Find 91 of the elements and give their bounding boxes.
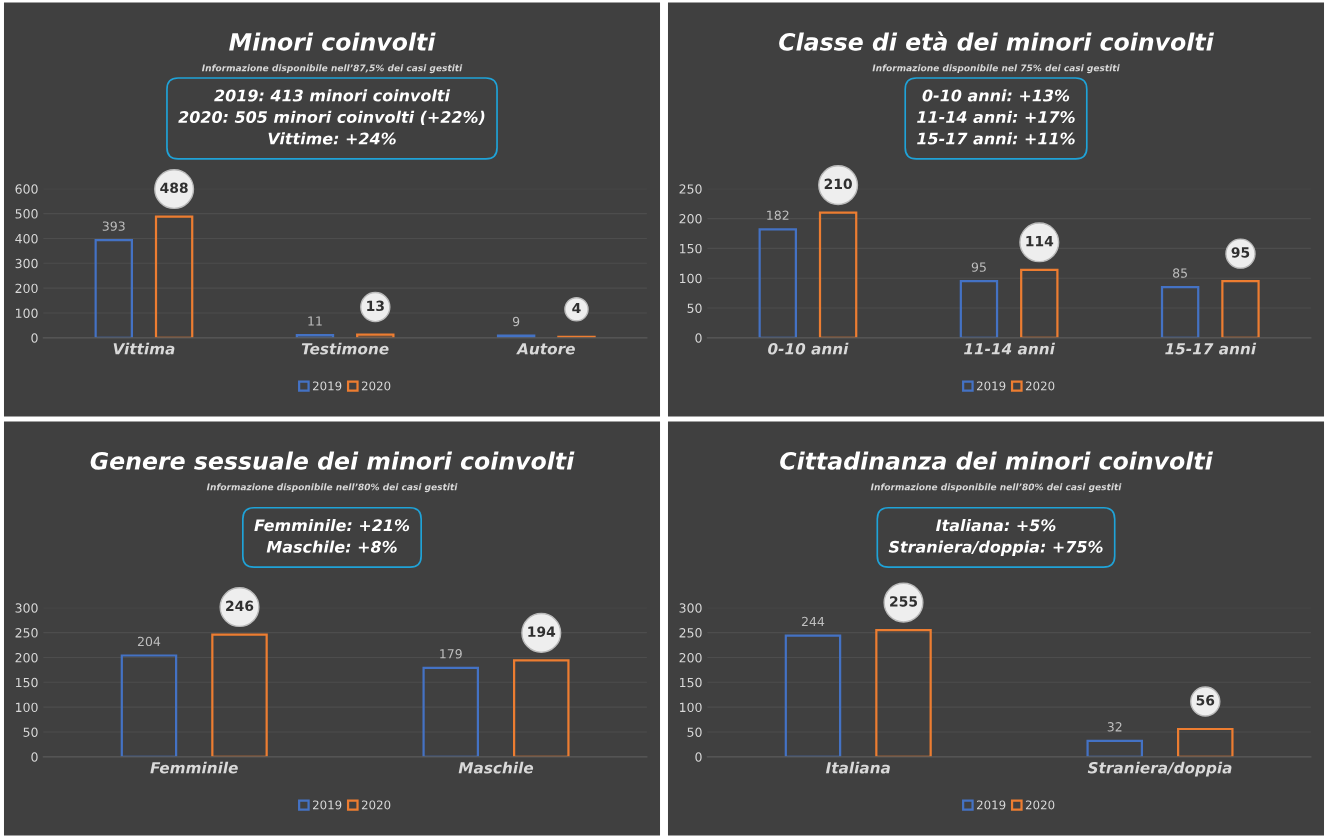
data-label: 210 xyxy=(824,178,852,190)
legend-label: 2020 xyxy=(1025,381,1055,391)
legend-label: 2019 xyxy=(312,381,342,391)
x-tick-label: Vittima xyxy=(113,342,175,355)
x-tick-label: Italiana xyxy=(825,761,890,774)
text: 2020: 505 minori coinvolti (+22%) xyxy=(178,110,485,125)
data-label: 246 xyxy=(226,600,254,612)
data-label: 85 xyxy=(1173,268,1187,278)
y-tick-label: 250 xyxy=(679,628,702,638)
data-label: 182 xyxy=(767,210,789,220)
y-tick-label: 100 xyxy=(16,702,38,713)
y-tick-label: 200 xyxy=(15,652,38,663)
text: Vittime: +24% xyxy=(268,132,396,145)
legend-label: 2019 xyxy=(976,381,1006,391)
bar xyxy=(818,211,858,338)
data-label: 13 xyxy=(367,300,384,312)
text: 2019: 413 minori coinvolti xyxy=(214,89,451,102)
text: Maschile: +8% xyxy=(266,540,397,553)
y-tick-label: 100 xyxy=(16,308,38,318)
x-tick-label: Straniera/doppia xyxy=(1087,761,1232,777)
data-label: 95 xyxy=(1231,247,1250,258)
bar xyxy=(496,334,536,338)
chart-subtitle: Informazione disponibile nell’87,5% dei casi gestiti xyxy=(201,64,463,74)
data-label: 488 xyxy=(160,182,188,194)
y-tick-label: 250 xyxy=(679,184,702,194)
data-label: 255 xyxy=(890,596,918,607)
text: 11-14 anni: +17% xyxy=(917,110,1075,124)
text: Straniera/doppia: +75% xyxy=(888,540,1103,556)
y-tick-label: 300 xyxy=(15,258,38,269)
y-tick-label: 500 xyxy=(15,209,38,219)
y-tick-label: 400 xyxy=(15,233,38,244)
data-label: 204 xyxy=(137,636,161,647)
text: Femminile: +21% xyxy=(254,518,410,532)
chart-subtitle: Informazione disponibile nell’80% dei casi gestiti xyxy=(206,483,458,493)
data-label: 194 xyxy=(528,626,556,637)
text: 0-10 anni: +13% xyxy=(922,89,1070,102)
data-label: 32 xyxy=(1107,722,1122,732)
y-tick-label: 100 xyxy=(680,273,702,284)
y-tick-label: 100 xyxy=(680,702,702,713)
y-tick-label: 150 xyxy=(16,677,38,688)
data-label: 11 xyxy=(308,316,322,326)
legend-label: 2019 xyxy=(312,800,342,810)
y-tick-label: 200 xyxy=(679,214,702,224)
data-label: 179 xyxy=(440,649,462,659)
chart-subtitle: Informazione disponibile nell’80% dei casi gestiti xyxy=(870,483,1122,493)
data-label: 4 xyxy=(572,302,581,314)
legend-label: 2020 xyxy=(361,800,391,810)
data-label: 393 xyxy=(102,221,125,231)
data-label: 56 xyxy=(1196,695,1215,706)
y-tick-label: 150 xyxy=(680,243,702,254)
y-tick-label: 50 xyxy=(23,727,38,737)
chart-title: Cittadinanza dei minori coinvolti xyxy=(780,451,1214,470)
bar xyxy=(154,215,194,338)
x-tick-label: 0-10 anni xyxy=(768,342,849,355)
bar xyxy=(758,228,797,338)
chart-subtitle: Informazione disponibile nel 75% dei casi gestiti xyxy=(872,64,1120,74)
legend-label: 2020 xyxy=(361,381,391,391)
legend-label: 2019 xyxy=(976,800,1006,810)
text: Italiana: +5% xyxy=(935,518,1056,532)
chart-title: Genere sessuale dei minori coinvolti xyxy=(90,451,575,470)
y-tick-label: 50 xyxy=(687,303,702,313)
data-label: 114 xyxy=(1026,236,1054,247)
y-tick-label: 0 xyxy=(31,333,38,343)
bar xyxy=(295,333,335,338)
y-tick-label: 200 xyxy=(15,283,38,294)
y-tick-label: 0 xyxy=(31,752,38,762)
y-tick-label: 50 xyxy=(687,727,702,737)
x-tick-label: Autore xyxy=(516,343,575,355)
data-label: 95 xyxy=(971,262,986,272)
x-tick-label: Femminile xyxy=(150,761,238,774)
y-tick-label: 150 xyxy=(680,677,702,688)
y-tick-label: 0 xyxy=(695,752,702,762)
x-tick-label: 15-17 anni xyxy=(1165,342,1257,355)
bar xyxy=(356,333,395,338)
y-tick-label: 300 xyxy=(679,603,702,613)
x-tick-label: Testimone xyxy=(301,342,389,355)
y-tick-label: 200 xyxy=(679,652,702,663)
data-label: 244 xyxy=(801,616,825,627)
x-tick-label: Maschile xyxy=(458,761,534,774)
data-label: 9 xyxy=(512,316,520,327)
y-tick-label: 0 xyxy=(695,333,702,343)
chart-title: Minori coinvolti xyxy=(229,32,436,51)
legend-label: 2020 xyxy=(1025,800,1055,810)
text: 15-17 anni: +11% xyxy=(917,132,1075,145)
y-tick-label: 300 xyxy=(15,603,38,613)
y-tick-label: 250 xyxy=(15,628,38,638)
bar xyxy=(94,239,133,338)
x-tick-label: 11-14 anni xyxy=(964,342,1056,355)
chart-title: Classe di età dei minori coinvolti xyxy=(779,31,1214,51)
bar xyxy=(557,335,596,338)
y-tick-label: 600 xyxy=(15,184,38,194)
